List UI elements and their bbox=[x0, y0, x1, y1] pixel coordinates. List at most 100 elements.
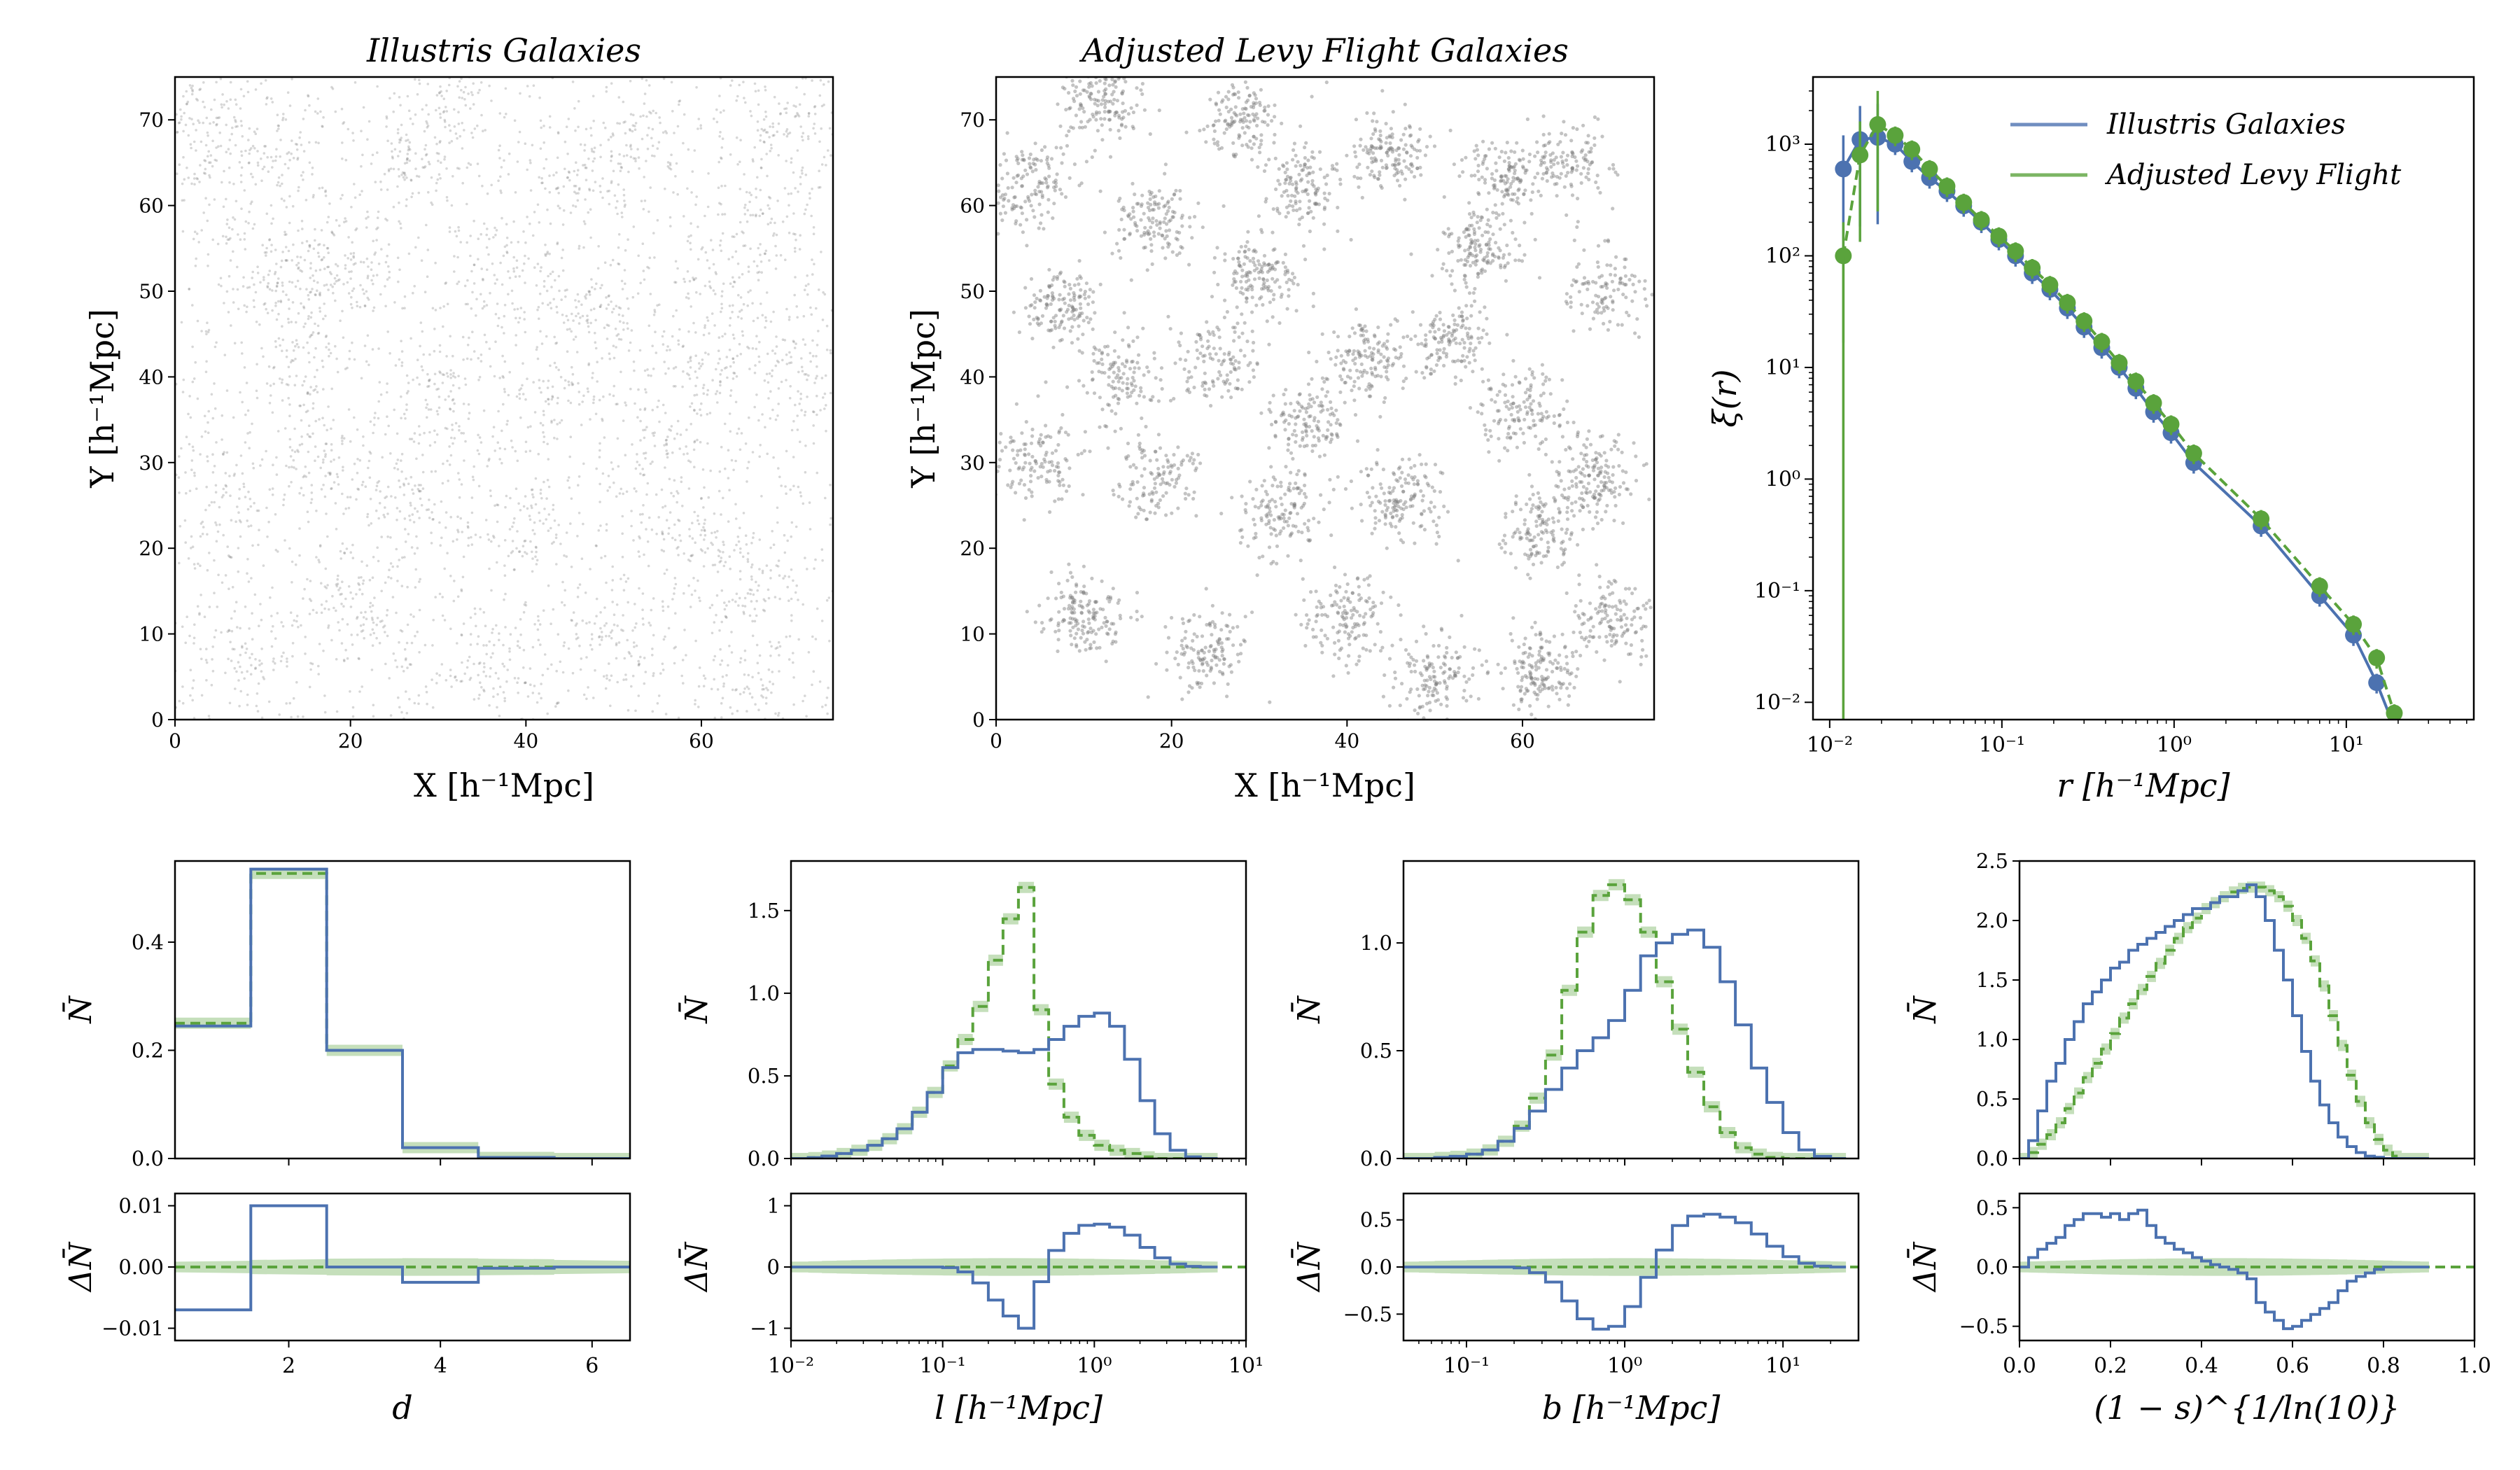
galaxy-point bbox=[632, 360, 636, 363]
galaxy-point bbox=[404, 174, 407, 176]
galaxy-point bbox=[465, 202, 468, 206]
galaxy-point bbox=[516, 307, 519, 311]
galaxy-point bbox=[538, 176, 540, 179]
galaxy-point bbox=[246, 519, 249, 522]
galaxy-point bbox=[278, 713, 281, 716]
galaxy-point bbox=[553, 519, 556, 522]
galaxy-point bbox=[460, 431, 463, 435]
galaxy-point bbox=[424, 148, 426, 150]
galaxy-point bbox=[434, 261, 437, 265]
galaxy-point bbox=[517, 550, 521, 553]
galaxy-point bbox=[746, 209, 749, 212]
galaxy-point bbox=[786, 539, 789, 542]
galaxy-point bbox=[757, 270, 761, 274]
galaxy-point bbox=[194, 360, 197, 364]
galaxy-point bbox=[221, 234, 225, 238]
galaxy-point bbox=[671, 110, 674, 113]
galaxy-point bbox=[1067, 303, 1071, 307]
galaxy-point bbox=[386, 278, 389, 281]
galaxy-point bbox=[281, 174, 284, 176]
galaxy-point bbox=[761, 314, 764, 317]
galaxy-point bbox=[634, 709, 637, 713]
galaxy-point bbox=[792, 232, 795, 235]
galaxy-point bbox=[460, 77, 463, 80]
galaxy-point bbox=[276, 612, 279, 615]
galaxy-point bbox=[572, 319, 575, 322]
galaxy-point bbox=[211, 669, 215, 673]
galaxy-point bbox=[529, 540, 532, 543]
galaxy-point bbox=[334, 344, 337, 348]
galaxy-point bbox=[681, 345, 685, 349]
galaxy-point bbox=[1386, 153, 1390, 158]
galaxy-point bbox=[196, 99, 200, 102]
galaxy-point bbox=[751, 346, 755, 350]
galaxy-point bbox=[677, 554, 680, 556]
galaxy-point bbox=[763, 252, 766, 255]
galaxy-point bbox=[744, 204, 747, 206]
galaxy-point bbox=[502, 643, 505, 647]
galaxy-point bbox=[466, 302, 469, 306]
galaxy-point bbox=[552, 298, 555, 301]
galaxy-point bbox=[388, 97, 391, 100]
galaxy-point bbox=[694, 541, 696, 544]
galaxy-point bbox=[186, 615, 189, 618]
galaxy-point bbox=[720, 513, 722, 516]
galaxy-point bbox=[1058, 470, 1062, 475]
galaxy-point bbox=[542, 125, 545, 127]
galaxy-point bbox=[426, 372, 429, 376]
galaxy-point bbox=[474, 533, 477, 536]
galaxy-point bbox=[737, 427, 741, 430]
galaxy-point bbox=[624, 404, 628, 407]
galaxy-point bbox=[797, 638, 800, 641]
galaxy-point bbox=[1056, 465, 1060, 469]
galaxy-point bbox=[371, 576, 374, 579]
galaxy-point bbox=[701, 468, 705, 471]
galaxy-point bbox=[524, 601, 527, 604]
galaxy-point bbox=[277, 176, 281, 179]
galaxy-point bbox=[696, 412, 699, 415]
galaxy-point bbox=[295, 339, 298, 342]
galaxy-point bbox=[699, 548, 703, 551]
galaxy-point bbox=[514, 344, 517, 346]
galaxy-point bbox=[598, 442, 601, 445]
galaxy-point bbox=[538, 519, 542, 522]
galaxy-point bbox=[695, 86, 698, 89]
galaxy-point bbox=[542, 141, 545, 144]
galaxy-point bbox=[297, 229, 300, 232]
galaxy-point bbox=[669, 429, 673, 432]
galaxy-point bbox=[661, 662, 664, 666]
galaxy-point bbox=[290, 481, 293, 484]
galaxy-point bbox=[366, 334, 370, 337]
galaxy-point bbox=[1037, 440, 1041, 444]
galaxy-point bbox=[718, 470, 722, 473]
galaxy-point bbox=[1016, 161, 1021, 165]
galaxy-point bbox=[503, 574, 507, 577]
galaxy-point bbox=[257, 682, 260, 685]
galaxy-point bbox=[318, 643, 321, 645]
galaxy-point bbox=[721, 213, 724, 216]
galaxy-point bbox=[368, 459, 371, 463]
galaxy-point bbox=[372, 621, 375, 624]
galaxy-point bbox=[568, 178, 571, 182]
galaxy-point bbox=[727, 449, 730, 451]
galaxy-point bbox=[1174, 481, 1178, 485]
galaxy-point bbox=[1572, 514, 1576, 518]
galaxy-point bbox=[725, 604, 728, 607]
galaxy-point bbox=[253, 593, 257, 596]
galaxy-point bbox=[483, 304, 486, 308]
galaxy-point bbox=[233, 218, 237, 221]
galaxy-point bbox=[541, 673, 545, 677]
galaxy-point bbox=[257, 543, 260, 547]
galaxy-point bbox=[538, 317, 540, 321]
galaxy-point bbox=[419, 321, 423, 324]
galaxy-point bbox=[773, 232, 776, 235]
galaxy-point bbox=[1322, 205, 1327, 209]
galaxy-point bbox=[824, 374, 827, 377]
galaxy-point bbox=[435, 433, 439, 436]
galaxy-point bbox=[266, 155, 270, 159]
galaxy-point bbox=[605, 296, 608, 299]
galaxy-point bbox=[1106, 99, 1110, 104]
galaxy-point bbox=[341, 194, 344, 197]
galaxy-point bbox=[481, 184, 484, 188]
galaxy-point bbox=[524, 241, 527, 244]
